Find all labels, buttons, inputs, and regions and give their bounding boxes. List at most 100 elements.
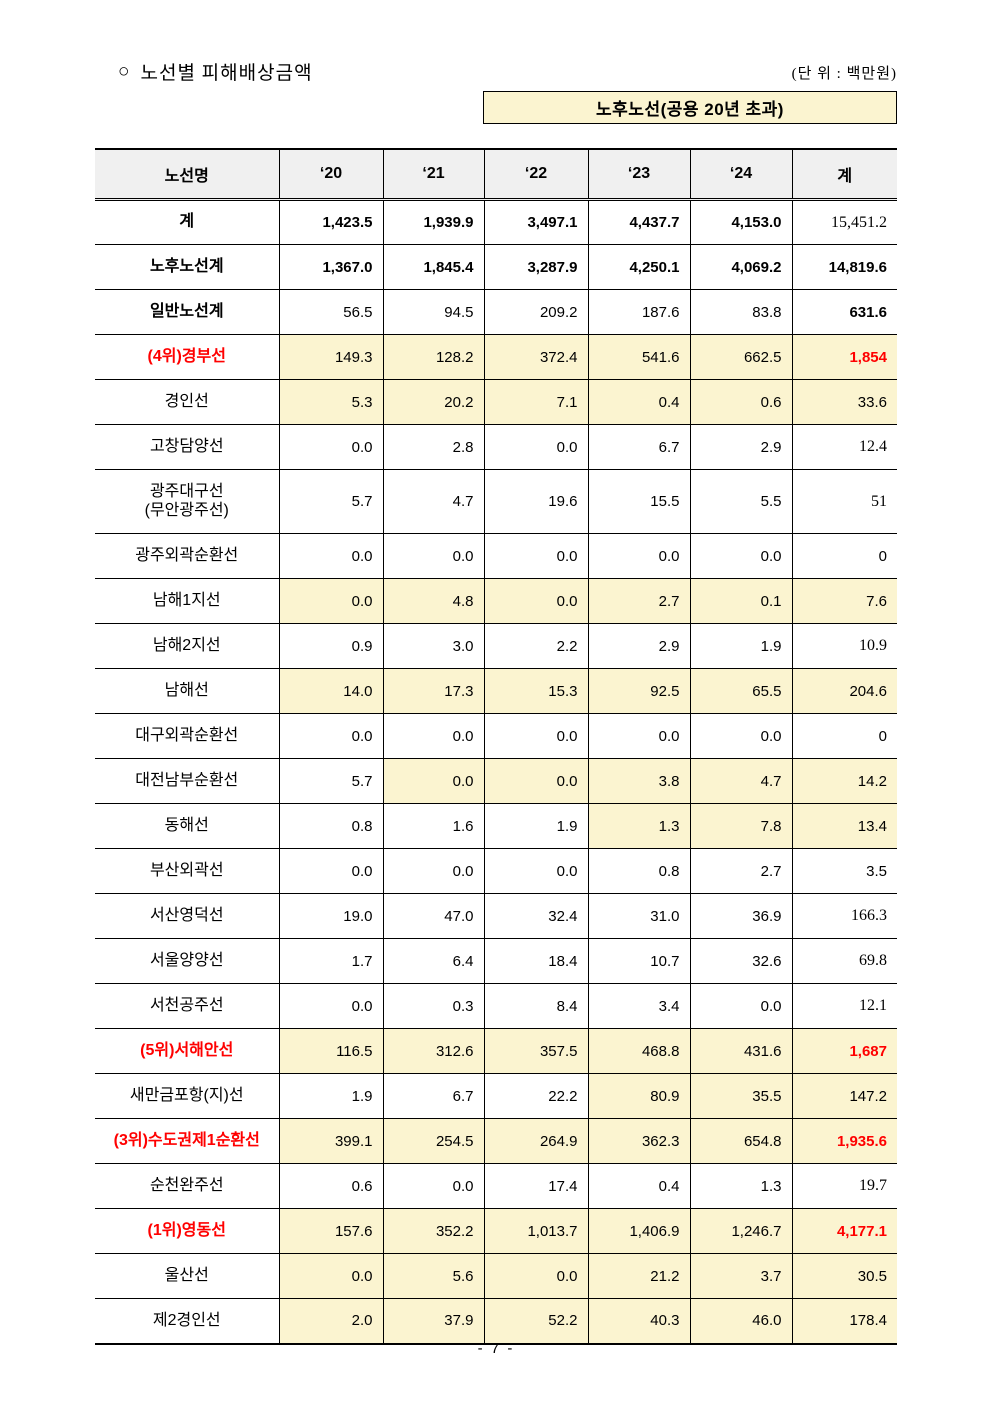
value-cell: 0.0 (382, 713, 484, 759)
value-cell: 0.0 (483, 713, 588, 759)
table-header-row: 노선명 ‘20 ‘21 ‘22 ‘23 ‘24 계 (95, 149, 897, 201)
value-cell: 362.3 (587, 1118, 690, 1164)
value-cell: 83.8 (689, 289, 792, 335)
value-cell: 32.4 (483, 893, 588, 939)
value-cell: 19.6 (483, 469, 588, 534)
route-name-cell: (1위)영동선 (95, 1208, 279, 1254)
route-name-cell: 광주외곽순환선 (95, 533, 279, 579)
value-cell: 209.2 (483, 289, 588, 335)
value-cell: 0.0 (278, 983, 383, 1029)
table-row: 울산선 0.0 5.6 0.0 21.2 3.7 30.5 (95, 1253, 897, 1299)
value-cell: 31.0 (587, 893, 690, 939)
value-cell: 0.0 (483, 758, 588, 804)
value-cell: 0.0 (278, 1253, 383, 1299)
value-cell: 1,939.9 (382, 199, 484, 245)
table-row: 제2경인선 2.0 37.9 52.2 40.3 46.0 178.4 (95, 1298, 897, 1344)
value-cell: 654.8 (689, 1118, 792, 1164)
table-row: (5위)서해안선 116.5 312.6 357.5 468.8 431.6 1,687 (95, 1028, 897, 1074)
value-cell: 4,177.1 (791, 1208, 897, 1254)
value-cell: 1.9 (689, 623, 792, 669)
value-cell: 0.0 (689, 713, 792, 759)
route-name-cell: 남해선 (95, 668, 279, 714)
value-cell: 0.0 (587, 533, 690, 579)
value-cell: 116.5 (278, 1028, 383, 1074)
value-cell: 0.4 (587, 379, 690, 425)
value-cell: 4.8 (382, 578, 484, 624)
value-cell: 4,069.2 (689, 244, 792, 290)
route-name-cell: 계 (95, 199, 279, 245)
value-cell: 22.2 (483, 1073, 588, 1119)
route-name-cell: (3위)수도권제1순환선 (95, 1118, 279, 1164)
value-cell: 15.3 (483, 668, 588, 714)
value-cell: 7.6 (791, 578, 897, 624)
value-cell: 7.1 (483, 379, 588, 425)
value-cell: 13.4 (791, 803, 897, 849)
value-cell: 3.5 (791, 848, 897, 894)
value-cell: 0.0 (689, 533, 792, 579)
value-cell: 1.3 (587, 803, 690, 849)
value-cell: 6.7 (382, 1073, 484, 1119)
value-cell: 128.2 (382, 334, 484, 380)
damage-table: 노선명 ‘20 ‘21 ‘22 ‘23 ‘24 계 계 1,423.5 1,939.… (95, 148, 897, 1345)
value-cell: 0.1 (689, 578, 792, 624)
value-cell: 94.5 (382, 289, 484, 335)
value-cell: 35.5 (689, 1073, 792, 1119)
table-body: 계 1,423.5 1,939.9 3,497.1 4,437.7 4,153.0 15,4… (95, 199, 897, 1344)
value-cell: 0.0 (483, 533, 588, 579)
value-cell: 0.0 (382, 848, 484, 894)
route-name-cell: 남해2지선 (95, 623, 279, 669)
value-cell: 4,153.0 (689, 199, 792, 245)
value-cell: 1,013.7 (483, 1208, 588, 1254)
table-row: 계 1,423.5 1,939.9 3,497.1 4,437.7 4,153.0 15,4… (95, 199, 897, 245)
value-cell: 0.0 (278, 713, 383, 759)
value-cell: 1,423.5 (278, 199, 383, 245)
table-row: 광주외곽순환선 0.0 0.0 0.0 0.0 0.0 0 (95, 533, 897, 579)
value-cell: 352.2 (382, 1208, 484, 1254)
value-cell: 1,845.4 (382, 244, 484, 290)
value-cell: 1,367.0 (278, 244, 383, 290)
value-cell: 36.9 (689, 893, 792, 939)
value-cell: 4,250.1 (587, 244, 690, 290)
value-cell: 0 (791, 533, 897, 579)
route-name-cell: (4위)경부선 (95, 334, 279, 380)
value-cell: 20.2 (382, 379, 484, 425)
route-name-cell: 부산외곽선 (95, 848, 279, 894)
page-number: - 7 - (477, 1340, 515, 1357)
value-cell: 69.8 (791, 938, 897, 984)
table-row: (4위)경부선 149.3 128.2 372.4 541.6 662.5 1,854 (95, 334, 897, 380)
value-cell: 357.5 (483, 1028, 588, 1074)
value-cell: 5.5 (689, 469, 792, 534)
table-row: 경인선 5.3 20.2 7.1 0.4 0.6 33.6 (95, 379, 897, 425)
column-header-total: 계 (791, 149, 897, 201)
value-cell: 312.6 (382, 1028, 484, 1074)
value-cell: 12.4 (791, 424, 897, 470)
table-row: 대구외곽순환선 0.0 0.0 0.0 0.0 0.0 0 (95, 713, 897, 759)
route-name-cell: 일반노선계 (95, 289, 279, 335)
column-header-route: 노선명 (95, 149, 279, 201)
column-header-y24: ‘24 (689, 149, 792, 201)
value-cell: 47.0 (382, 893, 484, 939)
table-row: 서산영덕선 19.0 47.0 32.4 31.0 36.9 166.3 (95, 893, 897, 939)
value-cell: 3,497.1 (483, 199, 588, 245)
route-name-cell: 제2경인선 (95, 1298, 279, 1344)
value-cell: 15.5 (587, 469, 690, 534)
value-cell: 1,406.9 (587, 1208, 690, 1254)
value-cell: 3,287.9 (483, 244, 588, 290)
table-row: 동해선 0.8 1.6 1.9 1.3 7.8 13.4 (95, 803, 897, 849)
value-cell: 15,451.2 (791, 199, 897, 245)
value-cell: 2.9 (587, 623, 690, 669)
value-cell: 6.4 (382, 938, 484, 984)
value-cell: 19.0 (278, 893, 383, 939)
value-cell: 2.2 (483, 623, 588, 669)
value-cell: 5.7 (278, 758, 383, 804)
table-row: 노후노선계 1,367.0 1,845.4 3,287.9 4,250.1 4,069.2… (95, 244, 897, 290)
table-row: 남해2지선 0.9 3.0 2.2 2.9 1.9 10.9 (95, 623, 897, 669)
value-cell: 14.2 (791, 758, 897, 804)
route-name-cell: 대전남부순환선 (95, 758, 279, 804)
value-cell: 2.8 (382, 424, 484, 470)
value-cell: 17.4 (483, 1163, 588, 1209)
value-cell: 51 (791, 469, 897, 534)
value-cell: 2.0 (278, 1298, 383, 1344)
route-name-cell: 순천완주선 (95, 1163, 279, 1209)
value-cell: 18.4 (483, 938, 588, 984)
